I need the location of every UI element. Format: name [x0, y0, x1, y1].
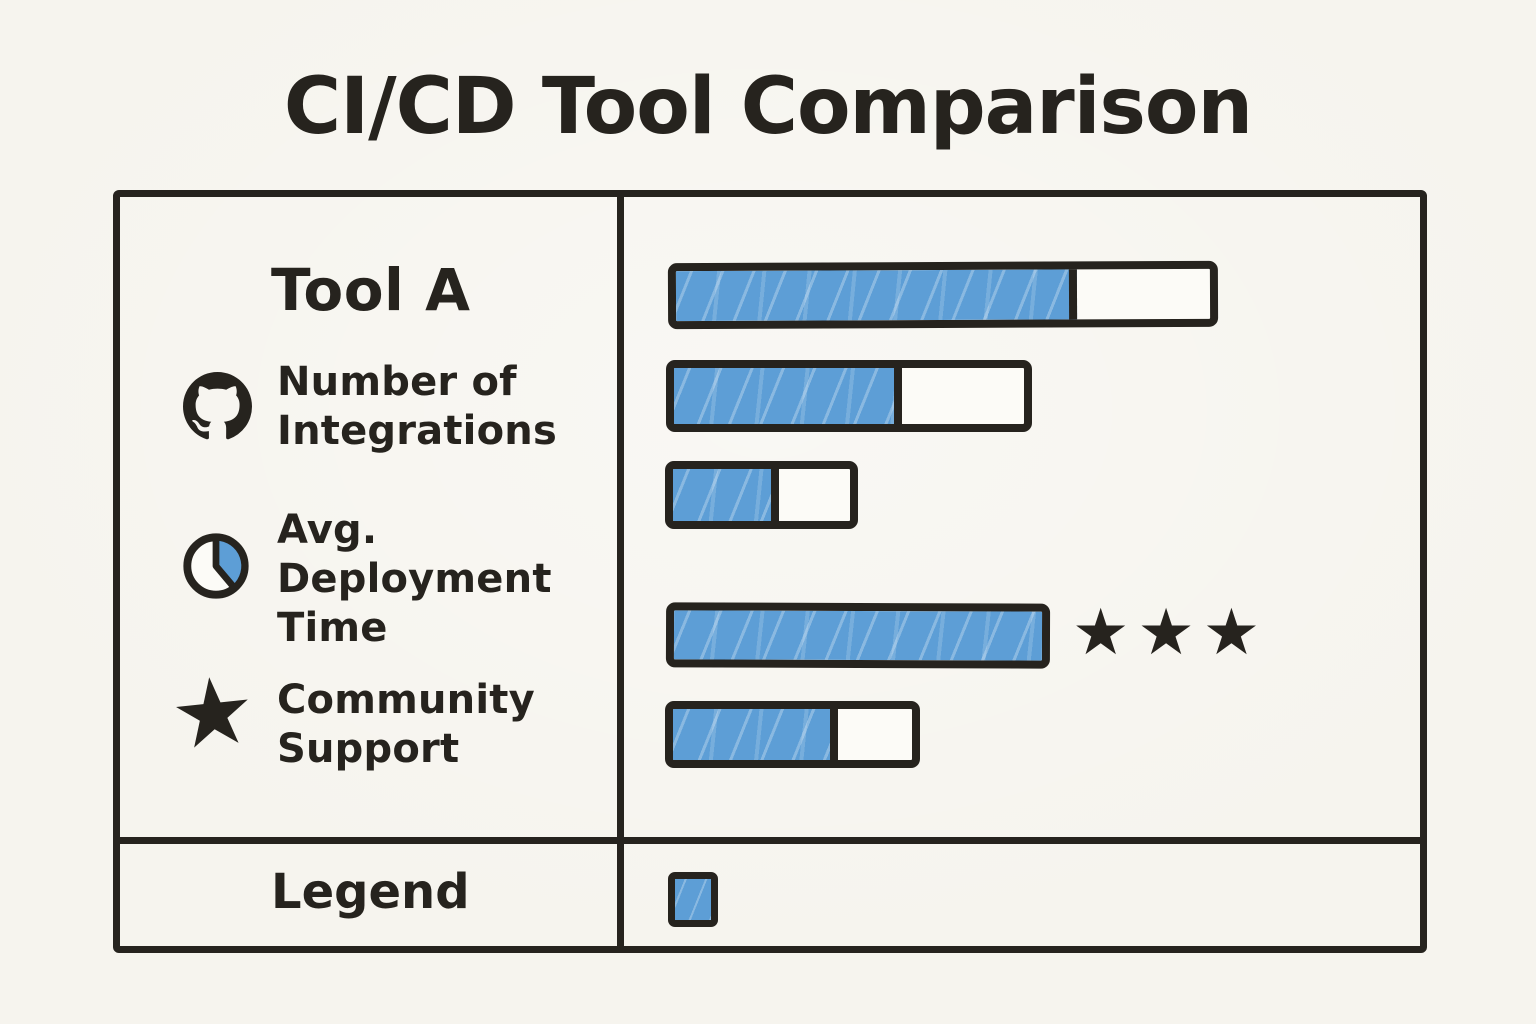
table-layer: Tool A Number of Integrations Avg. Deplo…	[113, 190, 1427, 953]
comparison-table: Tool A Number of Integrations Avg. Deplo…	[113, 190, 1427, 953]
metric-bar-2	[666, 360, 1032, 432]
legend-row-divider	[113, 837, 1427, 844]
metric-label-line: Deployment	[277, 556, 552, 602]
metric-label-community: Community Support	[277, 676, 535, 774]
tool-name: Tool A	[271, 256, 471, 324]
bar-fill	[673, 610, 1043, 661]
metric-bar-1	[667, 260, 1219, 330]
metric-bar-4	[665, 602, 1051, 669]
metric-label-integrations: Number of Integrations	[277, 358, 557, 456]
bar-fill	[673, 469, 780, 521]
metric-label-line: Number of	[277, 359, 517, 405]
metric-bar-5	[665, 701, 920, 768]
metric-label-line: Integrations	[277, 408, 557, 454]
metric-label-deployment: Avg. Deployment Time	[277, 506, 552, 653]
metric-bar-3	[665, 461, 858, 529]
bar-fill	[673, 709, 838, 760]
legend-label: Legend	[271, 864, 470, 920]
metric-label-line: Support	[277, 726, 460, 772]
column-divider	[617, 190, 624, 953]
pie-chart-icon	[183, 533, 249, 599]
bar-fill	[675, 269, 1077, 322]
legend-swatch	[668, 872, 718, 927]
star-icon: ★	[165, 654, 261, 773]
metric-label-line: Time	[277, 605, 388, 651]
metric-label-line: Avg.	[277, 507, 378, 553]
github-icon	[183, 372, 252, 440]
star-rating: ★★★	[1072, 595, 1269, 670]
metric-label-line: Community	[277, 677, 535, 723]
bar-fill	[674, 368, 902, 424]
page-title: CI/CD Tool Comparison	[283, 62, 1253, 152]
